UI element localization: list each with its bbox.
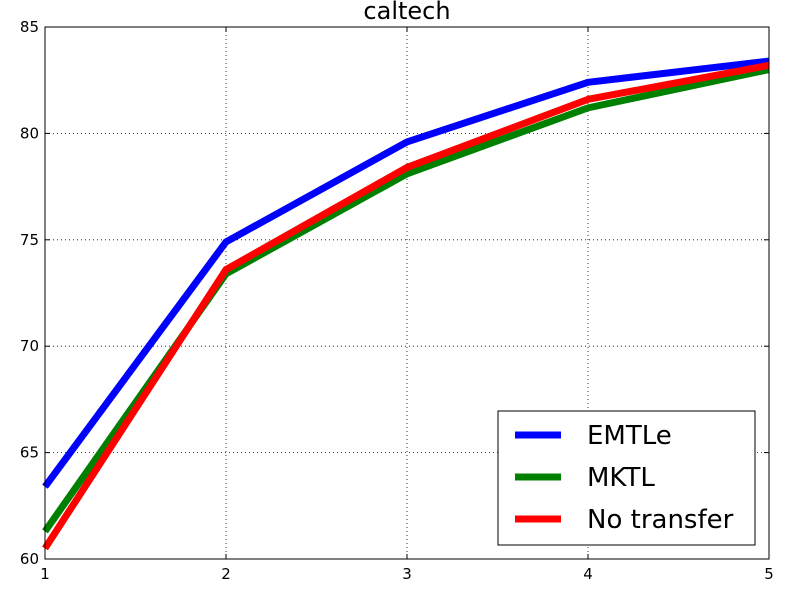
legend-label: MKTL <box>587 463 655 493</box>
x-tick-label: 4 <box>583 565 593 583</box>
series-line-no-transfer <box>42 61 770 551</box>
legend-label: No transfer <box>587 505 734 535</box>
x-tick-label: 5 <box>764 565 774 583</box>
series-line-emtle <box>42 57 770 489</box>
x-tick-label: 3 <box>402 565 412 583</box>
y-tick-label: 85 <box>20 18 39 36</box>
legend: EMTLe MKTL No transfer <box>497 410 756 546</box>
axis-ticks: 1 2 3 4 5 60 65 70 75 80 85 <box>20 18 774 583</box>
chart-title: caltech <box>363 0 450 25</box>
y-tick-label: 60 <box>20 550 39 568</box>
x-tick-label: 1 <box>40 565 50 583</box>
x-tick-label: 2 <box>221 565 231 583</box>
y-tick-label: 75 <box>20 231 39 249</box>
y-tick-label: 70 <box>20 337 39 355</box>
legend-label: EMTLe <box>587 421 672 451</box>
grid-lines <box>45 27 769 559</box>
series-lines <box>42 57 770 551</box>
y-tick-label: 65 <box>20 444 39 462</box>
y-tick-label: 80 <box>20 124 39 142</box>
